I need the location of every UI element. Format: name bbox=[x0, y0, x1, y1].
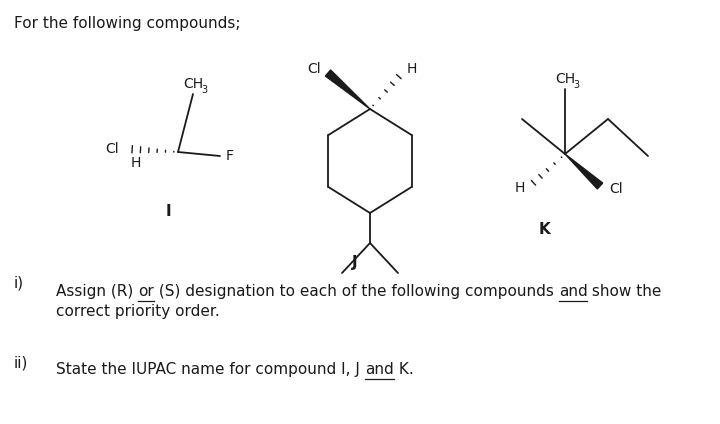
Text: F: F bbox=[226, 149, 234, 163]
Text: or: or bbox=[138, 284, 154, 299]
Text: For the following compounds;: For the following compounds; bbox=[14, 16, 240, 31]
Polygon shape bbox=[565, 154, 603, 189]
Text: H: H bbox=[515, 181, 525, 195]
Text: H: H bbox=[131, 156, 141, 170]
Text: correct priority order.: correct priority order. bbox=[56, 304, 220, 319]
Text: and: and bbox=[365, 362, 394, 377]
Text: Assign (R): Assign (R) bbox=[56, 284, 138, 299]
Text: CH: CH bbox=[555, 72, 575, 86]
Text: K: K bbox=[539, 221, 551, 237]
Text: and: and bbox=[559, 284, 588, 299]
Text: I: I bbox=[165, 204, 171, 220]
Text: J: J bbox=[352, 254, 358, 270]
Text: K.: K. bbox=[394, 362, 413, 377]
Text: Cl: Cl bbox=[105, 142, 119, 156]
Text: show the: show the bbox=[588, 284, 662, 299]
Text: ii): ii) bbox=[14, 356, 28, 371]
Text: 3: 3 bbox=[573, 80, 579, 90]
Text: H: H bbox=[407, 62, 417, 76]
Text: Cl: Cl bbox=[609, 182, 623, 196]
Text: i): i) bbox=[14, 276, 24, 291]
Text: (S) designation to each of the following compounds: (S) designation to each of the following… bbox=[154, 284, 559, 299]
Polygon shape bbox=[325, 70, 370, 109]
Text: CH: CH bbox=[183, 77, 203, 91]
Text: State the IUPAC name for compound I, J: State the IUPAC name for compound I, J bbox=[56, 362, 365, 377]
Text: 3: 3 bbox=[201, 85, 207, 95]
Text: Cl: Cl bbox=[307, 62, 321, 76]
